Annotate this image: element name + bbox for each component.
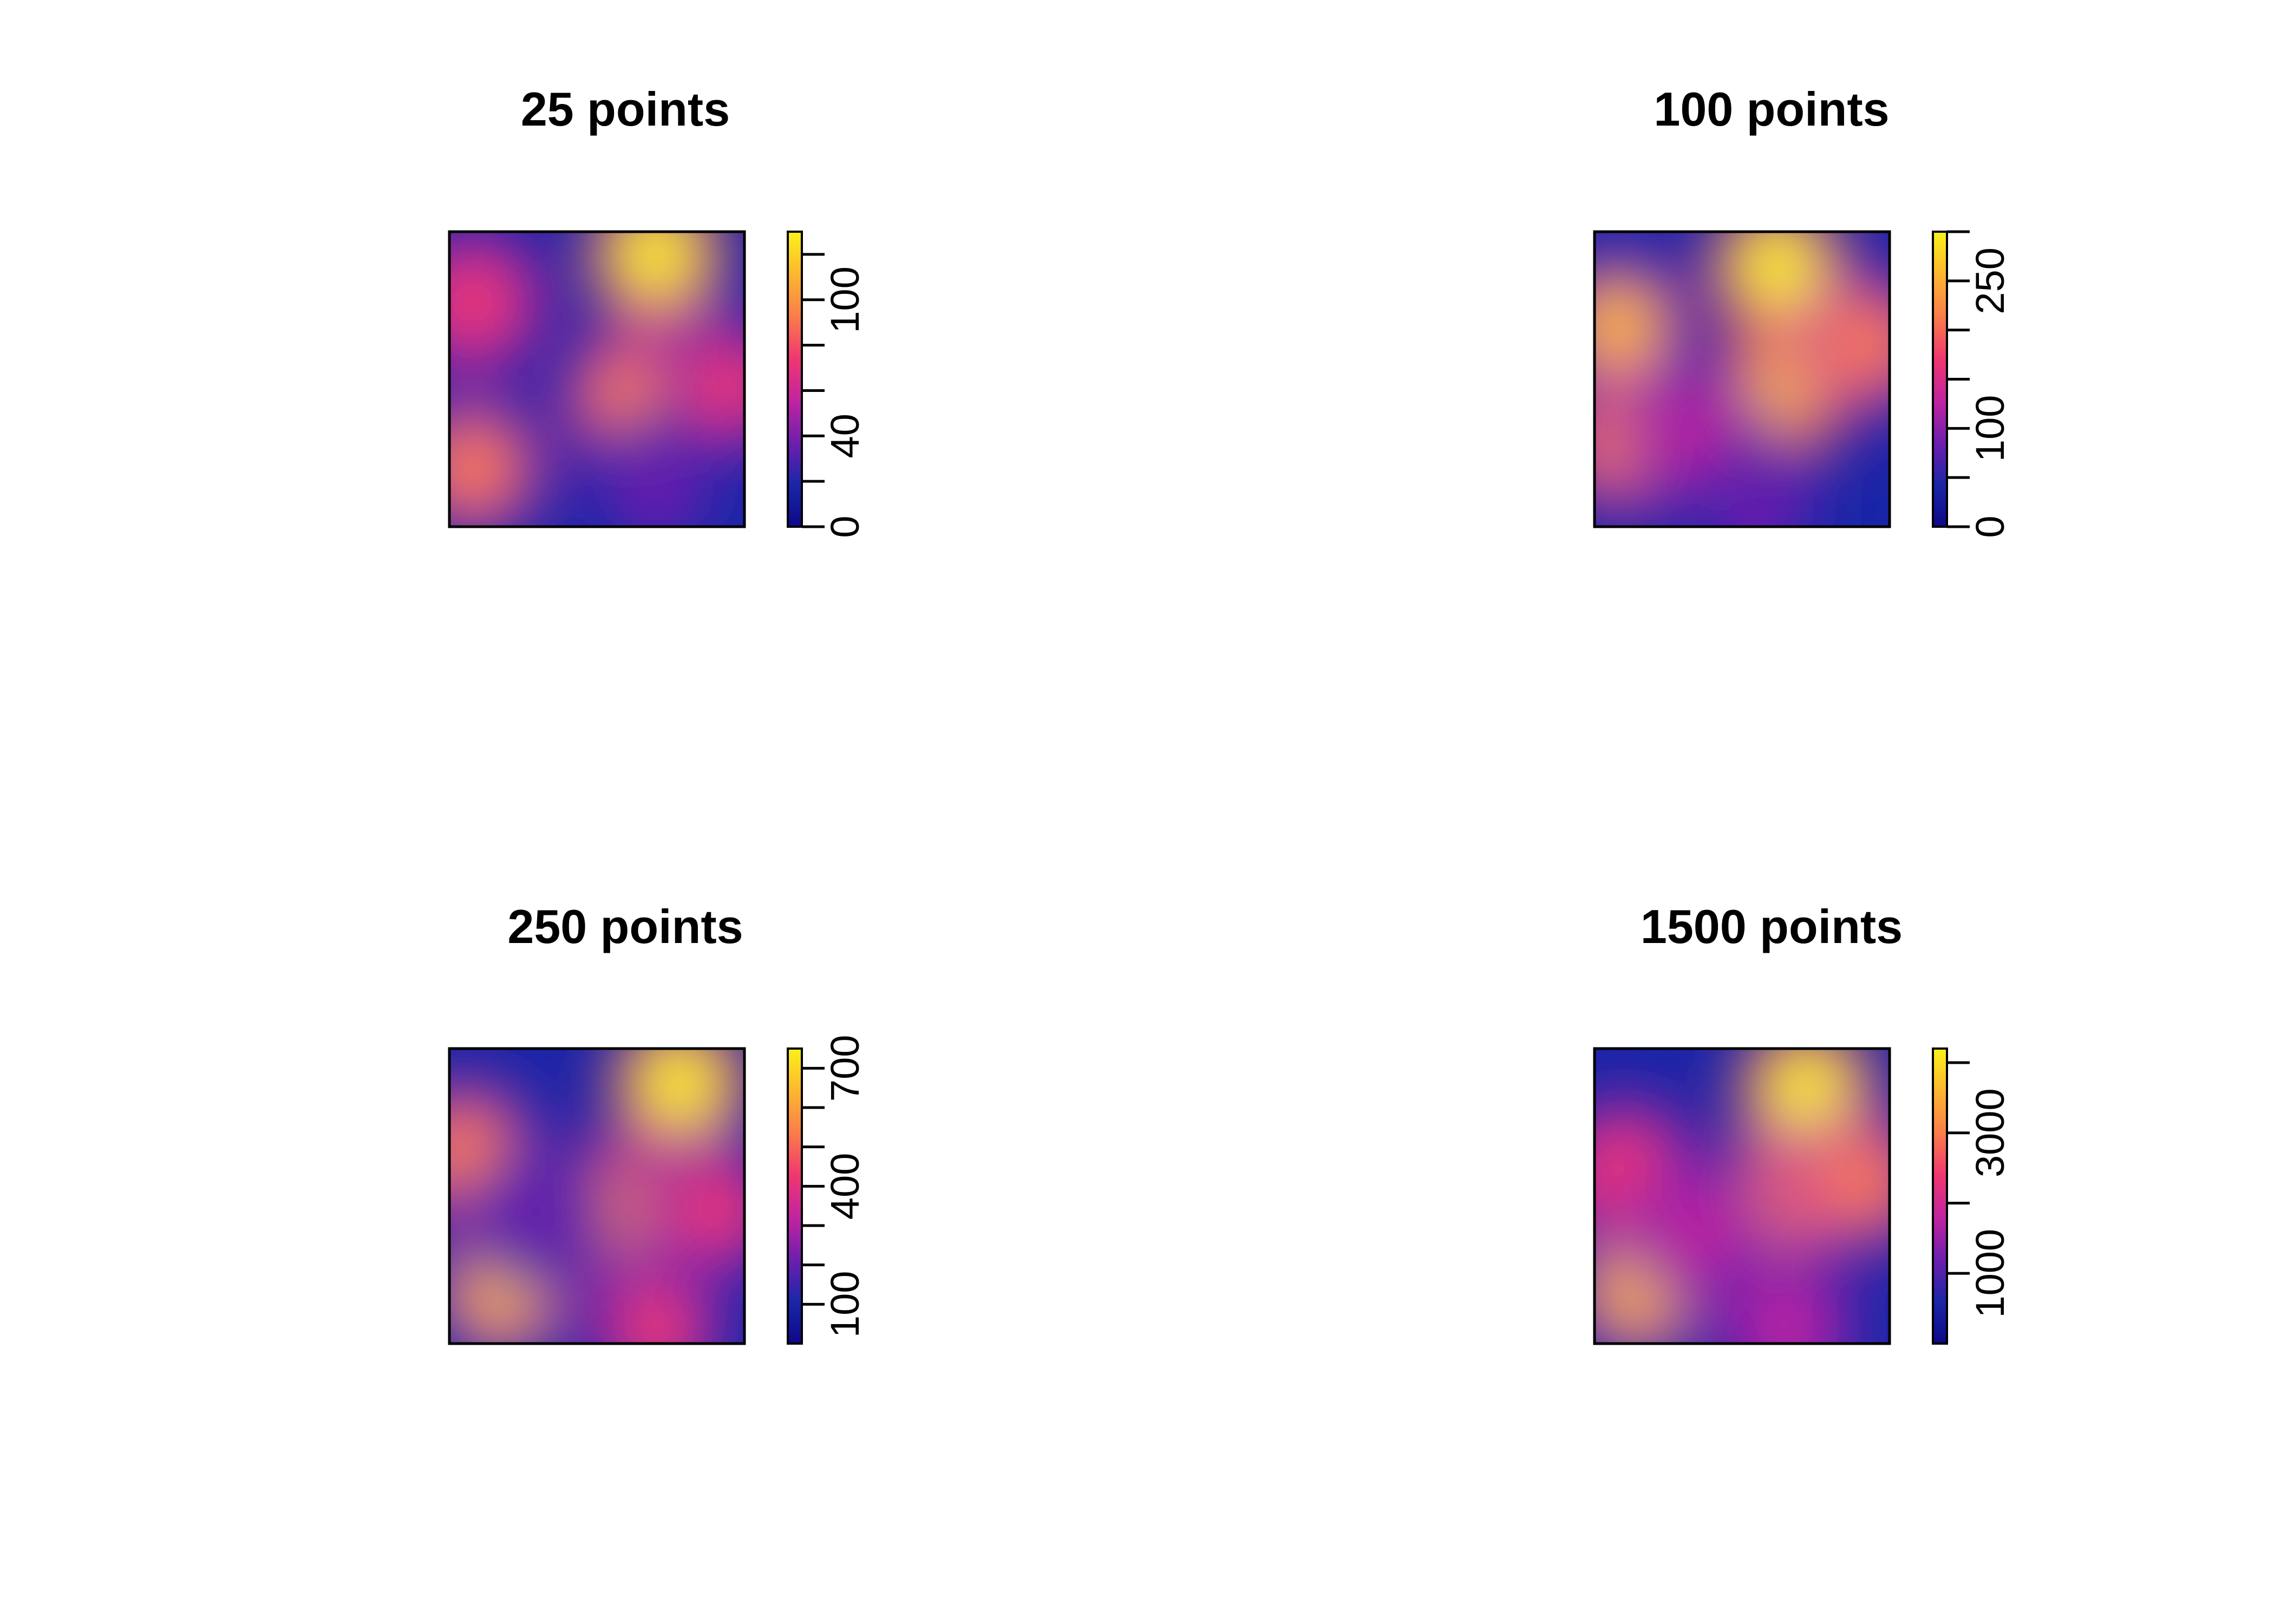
colorbar-tick-label: 0 bbox=[1968, 515, 2012, 538]
heatmap-blob bbox=[611, 232, 701, 300]
colorbar-tick-label: 100 bbox=[822, 266, 867, 333]
colorbar-tick-label: 700 bbox=[822, 1035, 867, 1102]
colorbar-tick-label: 0 bbox=[822, 515, 867, 538]
heatmap-frame bbox=[1593, 1047, 1891, 1345]
heatmap bbox=[449, 232, 744, 527]
colorbar-gradient bbox=[1933, 1049, 1947, 1344]
panel-1: 25 points 0 40 100 bbox=[448, 82, 867, 538]
colorbar: 0 100 250 bbox=[1932, 230, 2012, 538]
heatmap-blob bbox=[1742, 1285, 1831, 1344]
panel-title: 250 points bbox=[507, 900, 743, 953]
panel-title: 25 points bbox=[521, 82, 730, 136]
panel-3: 250 points 100 400 700 bbox=[448, 900, 867, 1345]
colorbar-frame bbox=[1932, 1047, 1948, 1345]
colorbar-frame bbox=[787, 231, 803, 528]
heatmap-blob bbox=[449, 423, 518, 512]
heatmap-blob bbox=[449, 258, 518, 347]
colorbar-tick-label: 250 bbox=[1968, 247, 2012, 314]
heatmap-blob bbox=[1821, 299, 1890, 388]
heatmap-blob bbox=[611, 1285, 701, 1344]
heatmap bbox=[1595, 232, 1890, 527]
colorbar-tick-label: 100 bbox=[1968, 395, 2012, 462]
colorbar-tick-label: 3000 bbox=[1968, 1088, 2012, 1177]
colorbar-gradient bbox=[788, 1049, 802, 1344]
heatmap-frame bbox=[1593, 230, 1891, 528]
colorbar-tick-label: 1000 bbox=[1968, 1229, 2012, 1318]
colorbar-tick-label: 100 bbox=[822, 1271, 867, 1338]
heatmap-blob bbox=[611, 444, 701, 527]
colorbar-frame bbox=[787, 1047, 803, 1345]
heatmap-blob bbox=[1595, 281, 1663, 371]
colorbar-tick-label: 40 bbox=[822, 414, 867, 458]
heatmap-frame bbox=[448, 230, 746, 528]
colorbar-tick-label: 400 bbox=[822, 1153, 867, 1220]
heatmap-blob bbox=[1654, 1187, 1742, 1276]
heatmap-blob bbox=[1733, 232, 1822, 312]
colorbar: 0 40 100 bbox=[787, 231, 867, 538]
panel-2: 100 points 0 100 250 bbox=[1593, 82, 2012, 538]
heatmap-blob bbox=[1713, 468, 1801, 527]
panel-title: 1500 points bbox=[1641, 900, 1903, 953]
heatmap bbox=[1595, 1049, 1890, 1344]
colorbar-gradient bbox=[788, 232, 802, 527]
heatmap-blob bbox=[1815, 1137, 1890, 1226]
heatmap-blob bbox=[635, 1049, 724, 1129]
heatmap-frame bbox=[448, 1047, 746, 1345]
colorbar: 1000 3000 bbox=[1932, 1047, 2012, 1345]
colorbar-gradient bbox=[1933, 232, 1947, 527]
heatmap-blob bbox=[1762, 1049, 1852, 1135]
heatmap-blob bbox=[493, 1175, 583, 1264]
colorbar: 100 400 700 bbox=[787, 1035, 867, 1345]
heatmap-blob bbox=[670, 1167, 744, 1255]
heatmap-blob bbox=[685, 340, 744, 430]
heatmap bbox=[449, 1049, 744, 1344]
panel-title: 100 points bbox=[1654, 82, 1889, 136]
panel-4: 1500 points 1000 3000 bbox=[1593, 900, 2012, 1345]
